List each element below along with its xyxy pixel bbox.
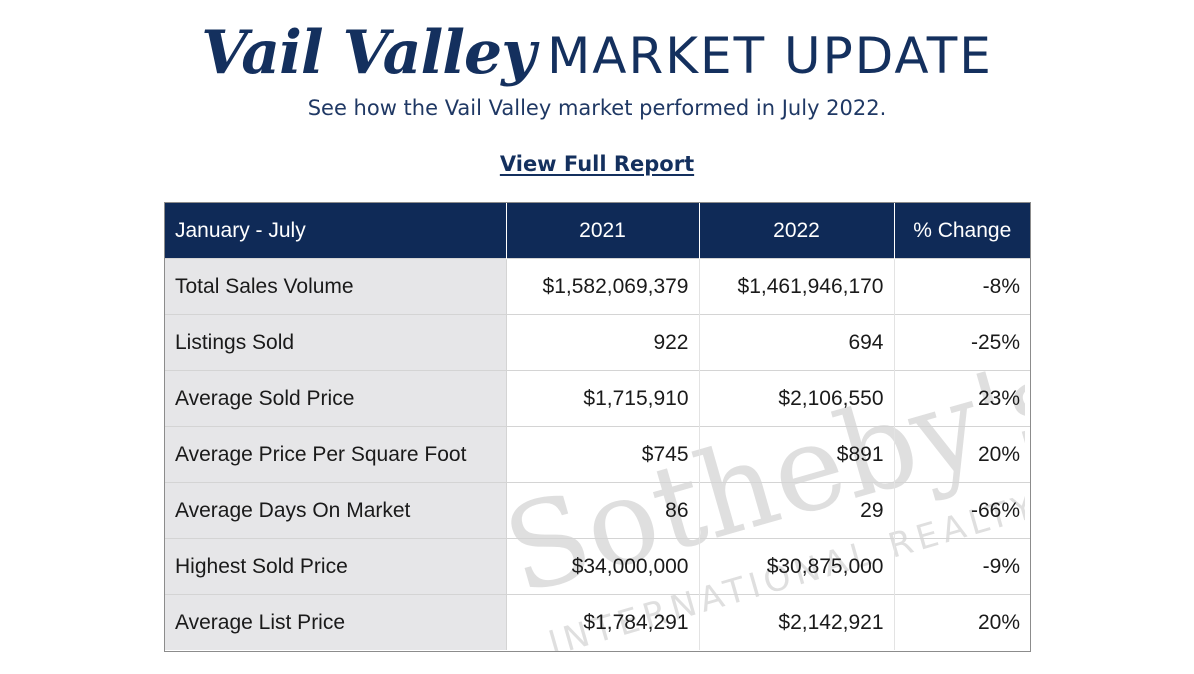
value-change: -25%: [894, 314, 1030, 371]
page-subtitle: See how the Vail Valley market performed…: [307, 96, 887, 120]
value-2021: $1,715,910: [506, 370, 700, 427]
value-change: -66%: [894, 482, 1030, 539]
market-table: January - July 2021 2022 % Change Total …: [165, 203, 1030, 650]
value-2021: $1,582,069,379: [506, 258, 700, 315]
page-header: Vail Valley MARKET UPDATE: [0, 18, 1194, 88]
value-2022: $2,106,550: [699, 370, 895, 427]
value-change: 23%: [894, 370, 1030, 427]
headline-title: MARKET UPDATE: [547, 27, 993, 85]
row-label: Average Days On Market: [165, 482, 507, 539]
table-row: Average Price Per Square Foot $745 $891 …: [165, 426, 1030, 483]
view-full-report-link[interactable]: View Full Report: [499, 152, 695, 176]
row-label: Average List Price: [165, 594, 507, 650]
table-row: Average Sold Price $1,715,910 $2,106,550…: [165, 370, 1030, 427]
column-header-2021: 2021: [506, 203, 700, 259]
column-header-2022: 2022: [699, 203, 895, 259]
table-header-row: January - July 2021 2022 % Change: [165, 203, 1030, 259]
row-label: Total Sales Volume: [165, 258, 507, 315]
value-2022: 694: [699, 314, 895, 371]
value-2021: 86: [506, 482, 700, 539]
value-change: 20%: [894, 594, 1030, 650]
row-label: Average Price Per Square Foot: [165, 426, 507, 483]
brand-title: Vail Valley: [201, 18, 536, 88]
table-row: Listings Sold 922 694 -25%: [165, 314, 1030, 371]
column-header-period: January - July: [165, 203, 507, 259]
value-2022: $891: [699, 426, 895, 483]
row-label: Highest Sold Price: [165, 538, 507, 595]
value-change: -8%: [894, 258, 1030, 315]
market-table-container: Sotheby's INTERNATIONAL REALTY January -…: [164, 202, 1031, 652]
value-2021: $745: [506, 426, 700, 483]
value-2022: $30,875,000: [699, 538, 895, 595]
value-change: 20%: [894, 426, 1030, 483]
value-2021: $1,784,291: [506, 594, 700, 650]
value-2022: 29: [699, 482, 895, 539]
value-change: -9%: [894, 538, 1030, 595]
value-2022: $2,142,921: [699, 594, 895, 650]
column-header-change: % Change: [894, 203, 1030, 259]
table-row: Highest Sold Price $34,000,000 $30,875,0…: [165, 538, 1030, 595]
report-link-container: View Full Report: [0, 152, 1194, 176]
value-2021: $34,000,000: [506, 538, 700, 595]
row-label: Average Sold Price: [165, 370, 507, 427]
table-row: Average Days On Market 86 29 -66%: [165, 482, 1030, 539]
value-2021: 922: [506, 314, 700, 371]
value-2022: $1,461,946,170: [699, 258, 895, 315]
row-label: Listings Sold: [165, 314, 507, 371]
table-row: Total Sales Volume $1,582,069,379 $1,461…: [165, 258, 1030, 315]
table-row: Average List Price $1,784,291 $2,142,921…: [165, 594, 1030, 650]
